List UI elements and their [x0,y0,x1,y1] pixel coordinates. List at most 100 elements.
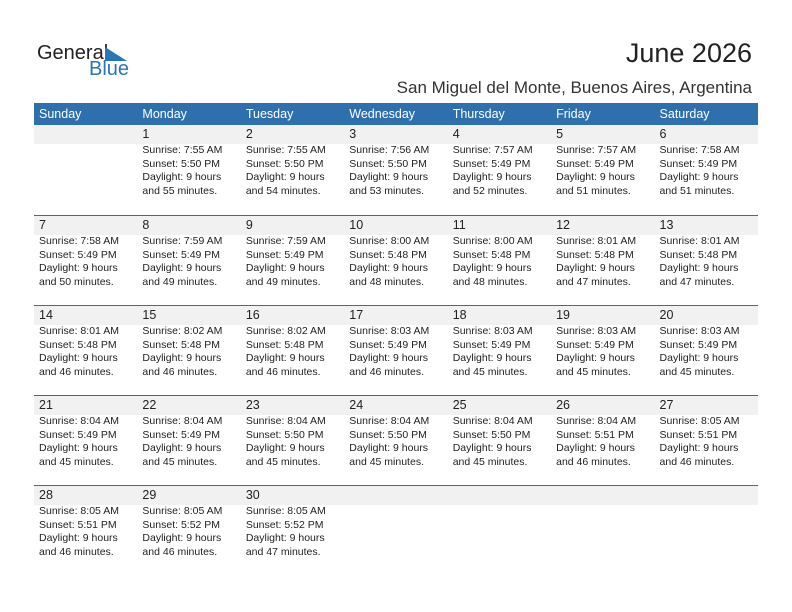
daylight-text: Daylight: 9 hours [452,171,532,183]
sunset-text: Sunset: 5:50 PM [452,428,531,441]
sunrise-text: Sunrise: 8:03 AM [556,325,637,337]
sunset-text: Sunset: 5:48 PM [452,248,531,261]
daylight-text: Daylight: 9 hours [39,352,118,364]
minutes-text: and 45 minutes. [452,365,528,378]
sunrise-text: Sunrise: 8:01 AM [39,325,119,337]
sunset-text: Sunset: 5:50 PM [349,157,427,170]
sunset-text: Sunset: 5:49 PM [349,338,427,351]
day-cell: 8 Sunrise: 7:59 AM Sunset: 5:49 PM Daylight… [137,216,240,289]
day-cell: 20 Sunrise: 8:03 AM Sunset: 5:49 PM Dayligh… [655,306,758,379]
day-cell: 17 Sunrise: 8:03 AM Sunset: 5:49 PM Dayligh… [344,306,447,379]
day-number: 15 [142,308,157,322]
day-number: 14 [39,308,53,322]
week-row: 14 Sunrise: 8:01 AM Sunset: 5:48 PM Dayligh… [34,305,758,395]
day-cell: 18 Sunrise: 8:03 AM Sunset: 5:49 PM Dayligh… [448,306,551,379]
minutes-text: and 55 minutes. [142,184,218,197]
sunrise-text: Sunrise: 8:03 AM [349,325,430,337]
weekday-monday: Monday [142,107,187,121]
day-number: 27 [659,398,674,412]
sunrise-text: Sunrise: 8:04 AM [556,415,637,427]
day-number: 3 [349,127,357,141]
day-number: 24 [349,398,364,412]
day-number: 11 [452,218,466,232]
day-number: 17 [349,308,364,322]
sunset-text: Sunset: 5:51 PM [556,428,634,441]
sunset-text: Sunset: 5:49 PM [659,338,738,351]
day-number-band [34,486,758,505]
minutes-text: and 46 minutes. [39,365,114,378]
minutes-text: and 46 minutes. [556,455,631,468]
minutes-text: and 49 minutes. [142,275,218,288]
daylight-text: Daylight: 9 hours [349,352,429,364]
sunrise-text: Sunrise: 8:04 AM [245,415,326,427]
day-cell: 30 Sunrise: 8:05 AM Sunset: 5:52 PM Dayligh… [241,486,344,559]
day-cell: 9 Sunrise: 7:59 AM Sunset: 5:49 PM Daylight… [241,216,344,289]
day-number-band [34,216,758,235]
day-cell: 23 Sunrise: 8:04 AM Sunset: 5:50 PM Dayligh… [241,396,344,469]
day-number: 30 [245,488,260,502]
sunrise-text: Sunrise: 8:01 AM [659,235,740,247]
daylight-text: Daylight: 9 hours [39,262,118,274]
day-cell: 29 Sunrise: 8:05 AM Sunset: 5:52 PM Dayligh… [137,486,240,559]
empty-cell [34,125,137,198]
weekday-sunday: Sunday [39,107,82,121]
sunset-text: Sunset: 5:49 PM [142,428,221,441]
minutes-text: and 45 minutes. [659,365,735,378]
sunrise-text: Sunrise: 8:04 AM [142,415,223,427]
day-number: 8 [142,218,150,232]
sunrise-text: Sunrise: 8:00 AM [452,235,533,247]
sunset-text: Sunset: 5:49 PM [39,248,117,261]
sunrise-text: Sunrise: 7:57 AM [556,144,637,156]
daylight-text: Daylight: 9 hours [556,352,635,364]
sunrise-text: Sunrise: 8:02 AM [142,325,223,337]
sunset-text: Sunset: 5:49 PM [452,157,531,170]
sunset-text: Sunset: 5:48 PM [556,248,634,261]
sunset-text: Sunset: 5:48 PM [245,338,324,351]
minutes-text: and 50 minutes. [39,275,114,288]
daylight-text: Daylight: 9 hours [452,262,532,274]
day-cell: 12 Sunrise: 8:01 AM Sunset: 5:48 PM Dayligh… [551,216,654,289]
day-cell: 19 Sunrise: 8:03 AM Sunset: 5:49 PM Dayligh… [551,306,654,379]
logo: General Blue [37,42,137,82]
minutes-text: and 52 minutes. [452,184,528,197]
daylight-text: Daylight: 9 hours [556,262,635,274]
weekday-header: Sunday Monday Tuesday Wednesday Thursday Frid… [34,103,758,125]
week-row: 21 Sunrise: 8:04 AM Sunset: 5:49 PM Dayligh… [34,395,758,485]
minutes-text: and 46 minutes. [142,545,218,558]
sunset-text: Sunset: 5:50 PM [245,428,324,441]
day-cell: 14 Sunrise: 8:01 AM Sunset: 5:48 PM Dayligh… [34,306,137,379]
day-number: 12 [556,218,571,232]
daylight-text: Daylight: 9 hours [659,352,739,364]
day-number: 20 [659,308,674,322]
minutes-text: and 46 minutes. [142,365,218,378]
minutes-text: and 45 minutes. [349,455,424,468]
day-number-band [34,306,758,325]
day-cell: 7 Sunrise: 7:58 AM Sunset: 5:49 PM Daylight… [34,216,137,289]
day-cell: 22 Sunrise: 8:04 AM Sunset: 5:49 PM Dayligh… [137,396,240,469]
sunrise-text: Sunrise: 8:03 AM [452,325,533,337]
sunset-text: Sunset: 5:51 PM [659,428,738,441]
daylight-text: Daylight: 9 hours [659,442,739,454]
day-number: 9 [245,218,253,232]
day-cell: 15 Sunrise: 8:02 AM Sunset: 5:48 PM Dayligh… [137,306,240,379]
day-number: 1 [142,127,150,141]
sunset-text: Sunset: 5:49 PM [245,248,324,261]
sunrise-text: Sunrise: 7:58 AM [659,144,740,156]
minutes-text: and 45 minutes. [142,455,218,468]
minutes-text: and 45 minutes. [245,455,321,468]
weekday-friday: Friday [556,107,591,121]
day-cell: 1 Sunrise: 7:55 AM Sunset: 5:50 PM Daylight… [137,125,240,198]
sunrise-text: Sunrise: 8:05 AM [39,505,119,517]
empty-cell [551,486,654,559]
minutes-text: and 51 minutes. [556,184,631,197]
minutes-text: and 49 minutes. [245,275,321,288]
sunrise-text: Sunrise: 7:56 AM [349,144,430,156]
day-number: 26 [556,398,571,412]
day-number: 13 [659,218,674,232]
day-number: 7 [39,218,46,232]
day-cell: 25 Sunrise: 8:04 AM Sunset: 5:50 PM Dayligh… [448,396,551,469]
sunset-text: Sunset: 5:50 PM [142,157,221,170]
sunrise-text: Sunrise: 7:55 AM [245,144,326,156]
day-cell: 16 Sunrise: 8:02 AM Sunset: 5:48 PM Dayligh… [241,306,344,379]
day-number: 25 [452,398,467,412]
